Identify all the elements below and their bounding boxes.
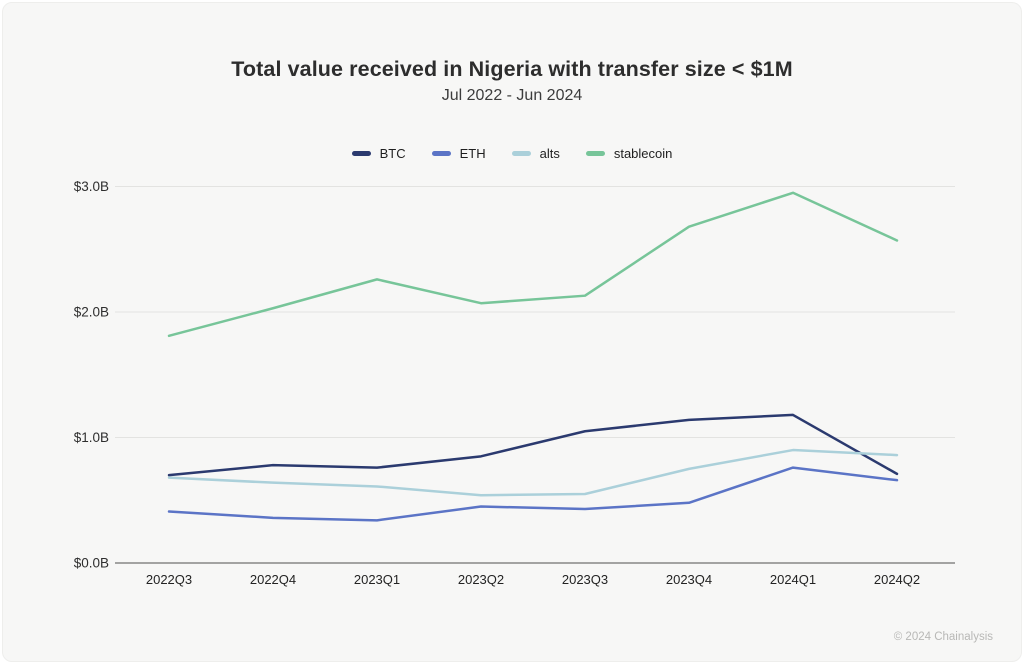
legend-item-alts[interactable]: alts [511,146,560,161]
legend-label: alts [539,146,560,161]
x-axis-tick-label: 2024Q1 [770,572,816,587]
legend-swatch-icon [431,151,451,156]
y-axis-tick-label: $1.0B [74,430,109,445]
line-chart: $0.0B $1.0B $2.0B $3.0B 2022Q3 2022Q4 2023Q1 20… [74,179,955,587]
x-axis-tick-label: 2022Q4 [250,572,296,587]
legend-swatch-icon [351,151,371,156]
x-axis-tick-label: 2023Q1 [354,572,400,587]
legend-label: BTC [379,146,406,161]
series-line-btc [167,413,899,477]
legend-label: stablecoin [613,146,673,161]
legend-label: ETH [459,146,486,161]
series-line-stablecoin [167,191,899,338]
legend-item-btc[interactable]: BTC [351,146,406,161]
chart-title: Total value received in Nigeria with tra… [231,57,793,81]
legend-swatch-icon [511,151,531,156]
copyright-credit: © 2024 Chainalysis [893,631,993,643]
legend-item-stablecoin[interactable]: stablecoin [585,146,673,161]
x-axis-tick-label: 2023Q3 [562,572,608,587]
y-axis-tick-label: $3.0B [74,179,109,194]
legend-item-eth[interactable]: ETH [431,146,486,161]
chart-subtitle: Jul 2022 - Jun 2024 [441,87,583,104]
x-axis-tick-label: 2023Q2 [458,572,504,587]
chart-legend: BTC ETH alts stablecoin [3,146,1021,161]
series-line-eth [167,466,899,522]
series-line-alts [167,448,899,497]
legend-swatch-icon [585,151,605,156]
x-axis-tick-label: 2022Q3 [146,572,192,587]
x-axis-tick-label: 2023Q4 [666,572,712,587]
x-axis-tick-label: 2024Q2 [874,572,920,587]
y-axis-tick-label: $2.0B [74,305,109,320]
y-axis-tick-label: $0.0B [74,556,109,571]
